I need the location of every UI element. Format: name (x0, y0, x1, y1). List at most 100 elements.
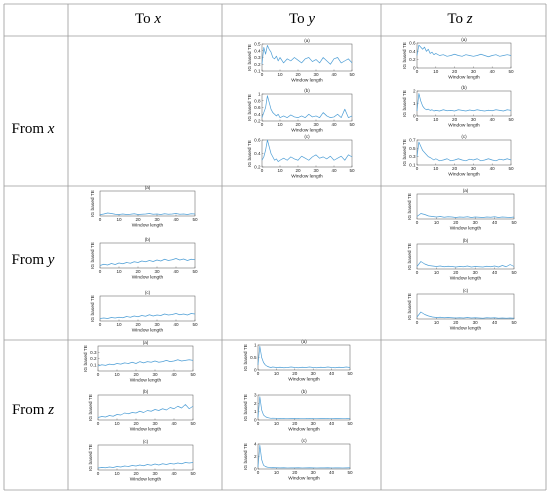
plot-z-to-x-a-subplot-label: (a) (143, 340, 149, 345)
plot-y-to-z-b-xtick-label-4: 40 (492, 270, 498, 275)
plot-x-to-y-b-ytick-label-1: 0.4 (254, 112, 261, 117)
plot-x-to-z-b-xtick-label-1: 10 (433, 117, 439, 122)
plot-z-to-x-a-xlabel: Window length (130, 378, 162, 384)
plot-y-to-x-a-xtick-label-1: 10 (116, 217, 122, 222)
plot-z-to-x-a-ylabel: IG based TE (83, 345, 89, 372)
plot-z-to-x-b-xtick-label-0: 0 (97, 421, 100, 426)
col-header-y: To y (289, 11, 315, 27)
plot-x-to-z-b-series-line (416, 93, 512, 112)
plot-x-to-z-a-subplot-label: (a) (461, 37, 467, 42)
plot-z-to-y-c-xtick-label-4: 40 (329, 470, 335, 475)
plot-x-to-z-c-frame (416, 139, 512, 166)
plot-y-to-z-a-xtick-label-5: 50 (511, 220, 517, 225)
plot-z-to-x-a-xtick-label-2: 20 (133, 372, 139, 377)
plot-z-to-y-a-ytick-label-2: 1 (254, 343, 257, 348)
plot-z-to-y-c-ylabel: IG based TE (243, 443, 249, 470)
plot-y-to-x-c-ylabel: IG based TE (90, 295, 96, 322)
plot-z-to-y-b-series-line (257, 396, 351, 419)
plot-y-to-z-c-xtick-label-4: 40 (492, 320, 498, 325)
plot-z-to-y-b-xlabel: Window length (288, 427, 320, 433)
plot-x-to-z-a-ytick-label-1: 0.2 (409, 57, 416, 62)
row-header-x: From x (12, 121, 55, 137)
plot-y-to-z-c-ylabel: IG based TE (407, 293, 413, 320)
plot-z-to-y-b-frame (257, 394, 351, 421)
plot-y-to-x-b-xtick-label-3: 30 (154, 269, 160, 274)
plot-z-to-y-b-subplot-label: (b) (301, 389, 307, 394)
plot-x-to-z-b-subplot-label: (b) (461, 85, 467, 90)
plot-x-to-y-c-series-line (261, 139, 353, 162)
plot-y-to-x-c-xlabel: Window length (132, 328, 164, 334)
plot-x-to-z-c-series-line (416, 141, 512, 162)
plot-x-to-y-a-ylabel: IG based TE (247, 44, 253, 71)
plot-z-to-y-b-ylabel: IG based TE (243, 394, 249, 421)
plot-y-to-x-a-ylabel: IG based TE (90, 190, 96, 217)
plot-y-to-x-b-xtick-label-5: 50 (192, 269, 198, 274)
plot-y-to-z-a-xtick-label-0: 0 (416, 220, 419, 225)
plot-y-to-x-a-series-line (99, 212, 196, 216)
plot-x-to-y-a-ytick-label-3: 0.4 (254, 48, 261, 53)
plot-y-to-x-b-frame (99, 242, 196, 269)
plot-x-to-z-c-xtick-label-2: 20 (452, 166, 458, 171)
plot-x-to-z-a-xtick-label-4: 40 (490, 69, 496, 74)
plot-z-to-x-a-xtick-label-3: 30 (152, 372, 158, 377)
plot-x-to-y-c-xtick-label-0: 0 (261, 168, 264, 173)
plot-x-to-z-c-xlabel: Window length (448, 172, 480, 178)
plot-x-to-y-b-ytick-label-3: 0.8 (254, 98, 261, 103)
plot-y-to-x-b-xtick-label-1: 10 (116, 269, 122, 274)
plot-x-to-y-a-xtick-label-5: 50 (349, 72, 355, 77)
plot-x-to-z-a-ytick-label-2: 0.4 (409, 49, 416, 54)
plot-x-to-z-c-xtick-label-1: 10 (433, 166, 439, 171)
plot-z-to-y-a-ylabel: IG based TE (243, 344, 249, 371)
plot-z-to-y-b-ytick-label-1: 1 (254, 409, 257, 414)
plot-x-to-z-a-xtick-label-0: 0 (416, 69, 419, 74)
plot-y-to-x-c-xtick-label-0: 0 (99, 322, 102, 327)
plot-z-to-x-a-xtick-label-0: 0 (97, 372, 100, 377)
plot-x-to-y-c: (c) 0 10 20 30 40 50 0.2 0.4 0.6 Window length IG b… (247, 134, 355, 180)
plot-z-to-y-b-xtick-label-0: 0 (257, 421, 260, 426)
plot-x-to-y-b-ylabel: IG based TE (247, 94, 253, 121)
plot-z-to-x-b-xtick-label-2: 20 (133, 421, 139, 426)
plot-y-to-x-c-xtick-label-3: 30 (154, 322, 160, 327)
plot-y-to-x-b-ylabel: IG based TE (90, 242, 96, 269)
plot-z-to-y-a-xlabel: Window length (288, 377, 320, 383)
plot-z-to-y-c-xtick-label-2: 20 (292, 470, 298, 475)
plot-x-to-z-c-subplot-label: (c) (461, 134, 467, 139)
plot-z-to-x-c-frame (97, 444, 194, 471)
plot-x-to-z-c-xtick-label-0: 0 (416, 166, 419, 171)
plot-y-to-x-c-subplot-label: (c) (145, 290, 151, 295)
plot-z-to-y-a-xtick-label-3: 30 (311, 371, 317, 376)
plot-x-to-y-a-xtick-label-0: 0 (261, 72, 264, 77)
plot-x-to-z-b-ytick-label-2: 2 (413, 89, 416, 94)
plot-z-to-x-c-ylabel: IG based TE (88, 444, 94, 471)
plot-z-to-y-b-ytick-label-2: 2 (254, 401, 257, 406)
plot-z-to-x-c-series-line (97, 462, 194, 469)
plot-z-to-x-c: (c) 0 10 20 30 40 50 Window length IG based TE (88, 439, 196, 483)
plot-z-to-x-b-xlabel: Window length (130, 427, 162, 433)
plot-z-to-y-a-ytick-label-1: 0.5 (250, 355, 257, 360)
plot-y-to-x-a-frame (99, 190, 196, 217)
plot-z-to-x-a: (a) 0 10 20 30 40 50 0.10.20.3 Window length IG b… (83, 340, 196, 384)
plot-y-to-z-b-ylabel: IG based TE (407, 243, 413, 270)
plot-y-to-z-c: (c) 0 10 20 30 40 50 Window length IG based TE (407, 288, 517, 332)
plot-y-to-z-a-xtick-label-4: 40 (492, 220, 498, 225)
plot-y-to-x-a: (a) 0 10 20 30 40 50 Window length IG based TE (90, 185, 198, 229)
plot-y-to-z-b-subplot-label: (b) (463, 238, 469, 243)
plot-x-to-z-c-xtick-label-5: 50 (508, 166, 514, 171)
plot-z-to-y-b-ytick-label-0: 0 (254, 418, 257, 423)
plot-z-to-y-a-xtick-label-2: 20 (292, 371, 298, 376)
plot-x-to-y-a-ytick-label-0: 0.1 (254, 69, 261, 74)
plot-y-to-z-a: (a) 0 10 20 30 40 50 Window length IG based TE (407, 188, 517, 232)
plot-x-to-y-a-xlabel: Window length (291, 78, 323, 84)
plot-z-to-y-c-series-line (257, 444, 351, 469)
plot-z-to-y-a-ytick-label-0: 0 (254, 368, 257, 373)
plot-x-to-y-a-ytick-label-4: 0.5 (254, 42, 261, 47)
plot-z-to-y-c-ytick-label-2: 4 (254, 442, 257, 447)
plot-x-to-z-b-xtick-label-4: 40 (490, 117, 496, 122)
plot-z-to-x-a-ytick-label-0: 0.1 (90, 362, 97, 367)
plot-x-to-y-a-xtick-label-2: 20 (295, 72, 301, 77)
plot-z-to-x-b-xtick-label-3: 30 (152, 421, 158, 426)
plot-x-to-y-a-xtick-label-3: 30 (313, 72, 319, 77)
plot-y-to-z-c-xtick-label-2: 20 (453, 320, 459, 325)
